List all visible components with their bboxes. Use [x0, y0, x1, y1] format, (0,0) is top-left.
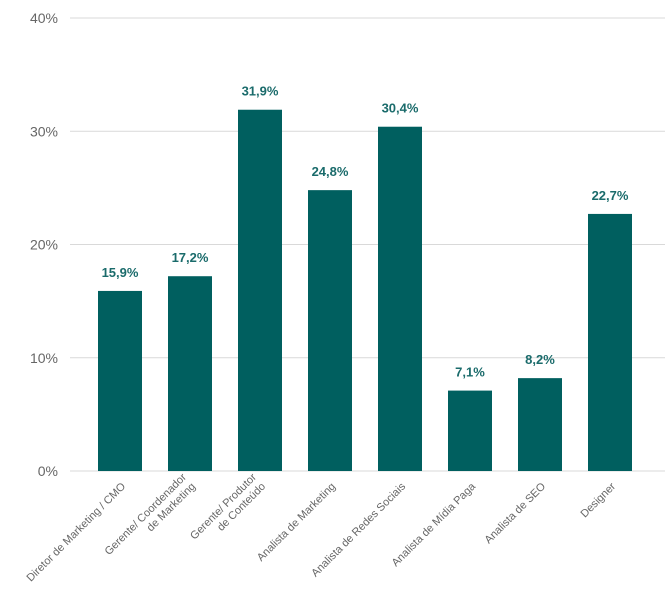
x-tick-label-line: Diretor de Marketing / CMO: [25, 480, 129, 584]
data-label: 17,2%: [172, 250, 209, 265]
x-tick-label-line: Analista de Marketing: [255, 481, 338, 564]
x-tick-label: Analista de SEO: [483, 480, 549, 546]
gridlines: [70, 17, 665, 472]
data-label: 8,2%: [525, 352, 555, 367]
data-label: 22,7%: [592, 188, 629, 203]
bar: [238, 109, 282, 472]
y-tick-label: 40%: [30, 10, 58, 26]
bar: [378, 126, 422, 471]
x-tick-label-line: Analista de SEO: [483, 480, 549, 546]
data-label: 7,1%: [455, 365, 485, 380]
x-tick-label: Gerente/ Produtorde Conteúdo: [188, 471, 268, 551]
y-axis-ticks: 0% 10% 20% 30% 40%: [30, 10, 58, 479]
y-tick-label: 10%: [30, 350, 58, 366]
bars: [98, 109, 632, 472]
x-tick-label: Analista de Marketing: [255, 481, 338, 564]
data-label: 24,8%: [312, 164, 349, 179]
y-tick-label: 20%: [30, 237, 58, 253]
data-label: 15,9%: [102, 265, 139, 280]
data-labels: 15,9% 17,2% 31,9% 24,8% 30,4% 7,1% 8,2% 22,7%: [102, 84, 629, 380]
y-tick-label: 30%: [30, 123, 58, 139]
bar: [168, 276, 212, 471]
data-label: 31,9%: [242, 84, 279, 99]
x-tick-label-line: Designer: [579, 480, 619, 520]
x-tick-label: Designer: [579, 480, 619, 520]
bar: [588, 213, 632, 472]
bar: [98, 290, 142, 471]
y-tick-label: 0%: [38, 463, 58, 479]
bar: [518, 378, 562, 471]
x-tick-label: Diretor de Marketing / CMO: [25, 480, 129, 584]
bar: [308, 190, 352, 471]
data-label: 30,4%: [382, 101, 419, 116]
bar: [448, 390, 492, 471]
